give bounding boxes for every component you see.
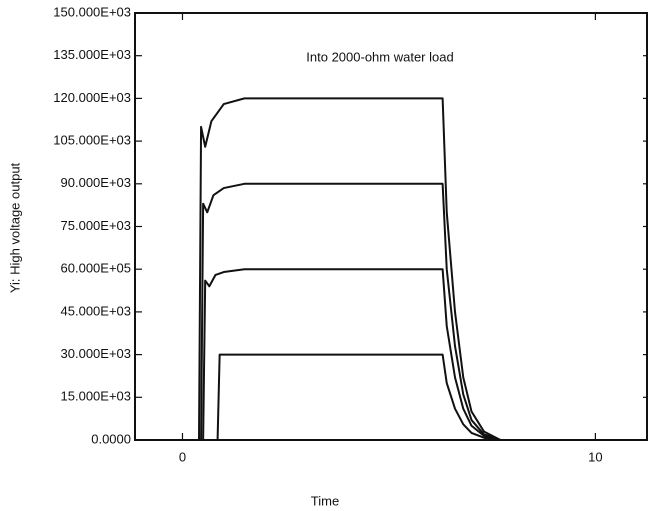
y-tick-label: 105.000E+03 [53, 133, 131, 148]
x-tick-label: 10 [588, 449, 602, 464]
series-line [135, 97, 647, 441]
annotation: Into 2000-ohm water load [306, 49, 453, 64]
y-tick-label: 45.000E+03 [61, 303, 131, 318]
series-line [135, 268, 647, 441]
y-axis-label: Yi: High voltage output [7, 162, 22, 293]
y-tick-label: 135.000E+03 [53, 47, 131, 62]
y-tick-label: 15.000E+03 [61, 389, 131, 404]
y-tick-label: 75.000E+03 [61, 218, 131, 233]
x-axis-label: Time [311, 493, 339, 508]
y-tick-label: 150.000E+03 [53, 4, 131, 19]
y-tick-label: 60.000E+05 [61, 261, 131, 276]
series-line [135, 353, 647, 441]
plot-frame [134, 12, 648, 441]
y-tick-label: 90.000E+03 [61, 175, 131, 190]
y-tick-label: 30.000E+03 [61, 346, 131, 361]
series-line [135, 182, 647, 441]
y-tick-label: 0.0000 [91, 431, 131, 446]
x-tick-label: 0 [179, 449, 186, 464]
y-tick-label: 120.000E+03 [53, 90, 131, 105]
